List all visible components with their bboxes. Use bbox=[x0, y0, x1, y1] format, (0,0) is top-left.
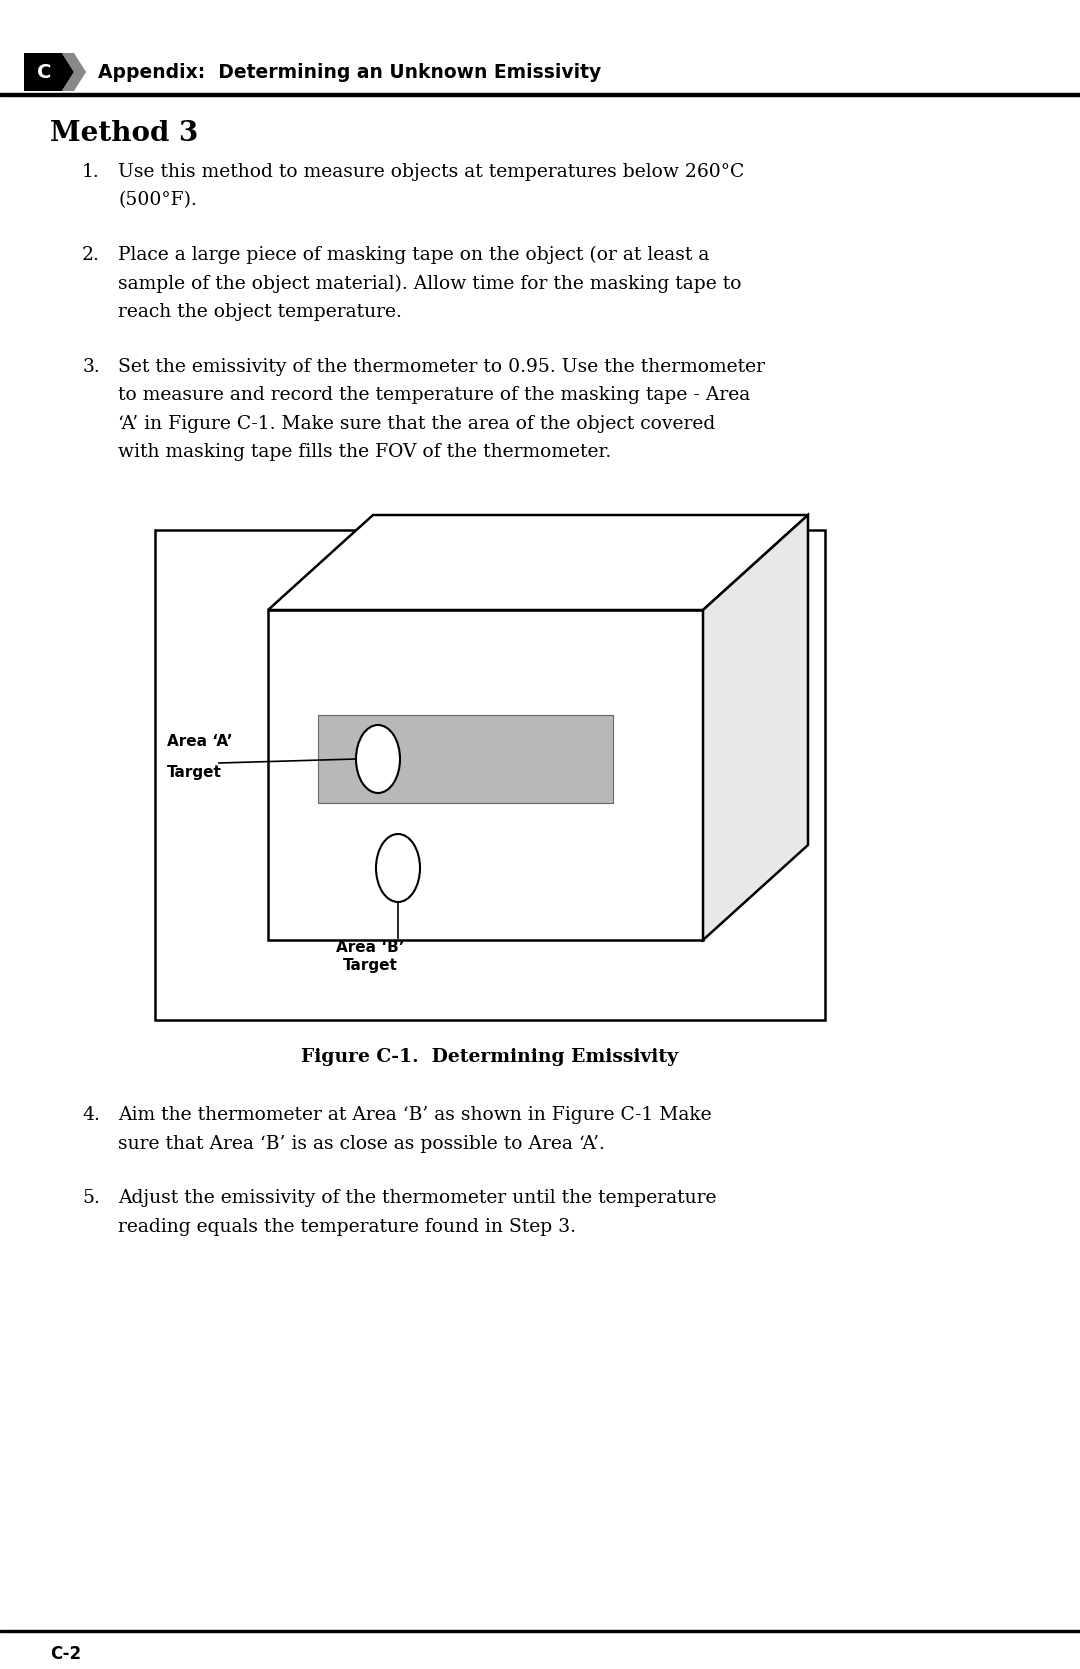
Text: reading equals the temperature found in Step 3.: reading equals the temperature found in … bbox=[118, 1217, 576, 1235]
Text: reach the object temperature.: reach the object temperature. bbox=[118, 304, 402, 320]
Text: Place a large piece of masking tape on the object (or at least a: Place a large piece of masking tape on t… bbox=[118, 245, 710, 264]
Text: Target: Target bbox=[342, 958, 397, 973]
Text: Target: Target bbox=[167, 764, 221, 779]
Text: 2.: 2. bbox=[82, 245, 100, 264]
Text: 1.: 1. bbox=[82, 164, 100, 180]
Bar bbox=[0, 1631, 1080, 1632]
Text: 5.: 5. bbox=[82, 1188, 100, 1207]
Text: Set the emissivity of the thermometer to 0.95. Use the thermometer: Set the emissivity of the thermometer to… bbox=[118, 357, 765, 376]
Text: Area ‘A’: Area ‘A’ bbox=[167, 734, 232, 749]
Text: 3.: 3. bbox=[82, 357, 100, 376]
Text: with masking tape fills the FOV of the thermometer.: with masking tape fills the FOV of the t… bbox=[118, 442, 611, 461]
Bar bbox=[318, 714, 613, 803]
Polygon shape bbox=[703, 516, 808, 940]
Text: Appendix:  Determining an Unknown Emissivity: Appendix: Determining an Unknown Emissiv… bbox=[98, 63, 602, 82]
Text: 4.: 4. bbox=[82, 1107, 100, 1123]
Text: Area ‘B’: Area ‘B’ bbox=[336, 940, 404, 955]
Text: Use this method to measure objects at temperatures below 260°C: Use this method to measure objects at te… bbox=[118, 164, 744, 180]
Text: sample of the object material). Allow time for the masking tape to: sample of the object material). Allow ti… bbox=[118, 274, 742, 292]
Text: Aim the thermometer at Area ‘B’ as shown in Figure C-1 Make: Aim the thermometer at Area ‘B’ as shown… bbox=[118, 1107, 712, 1123]
Text: C: C bbox=[37, 63, 51, 82]
Text: Method 3: Method 3 bbox=[50, 120, 199, 147]
Text: C-2: C-2 bbox=[50, 1646, 81, 1662]
Text: (500°F).: (500°F). bbox=[118, 192, 197, 210]
Ellipse shape bbox=[356, 724, 400, 793]
Text: sure that Area ‘B’ is as close as possible to Area ‘A’.: sure that Area ‘B’ is as close as possib… bbox=[118, 1135, 605, 1153]
Bar bbox=[0, 93, 1080, 97]
Text: Figure C-1.  Determining Emissivity: Figure C-1. Determining Emissivity bbox=[301, 1048, 678, 1066]
Text: to measure and record the temperature of the masking tape - Area: to measure and record the temperature of… bbox=[118, 386, 751, 404]
Text: ‘A’ in Figure C-1. Make sure that the area of the object covered: ‘A’ in Figure C-1. Make sure that the ar… bbox=[118, 414, 715, 432]
Bar bbox=[156, 531, 825, 1020]
Polygon shape bbox=[62, 53, 86, 92]
Text: Adjust the emissivity of the thermometer until the temperature: Adjust the emissivity of the thermometer… bbox=[118, 1188, 716, 1207]
Polygon shape bbox=[24, 53, 75, 92]
Polygon shape bbox=[268, 516, 808, 609]
Ellipse shape bbox=[376, 834, 420, 901]
Bar bbox=[268, 609, 703, 940]
